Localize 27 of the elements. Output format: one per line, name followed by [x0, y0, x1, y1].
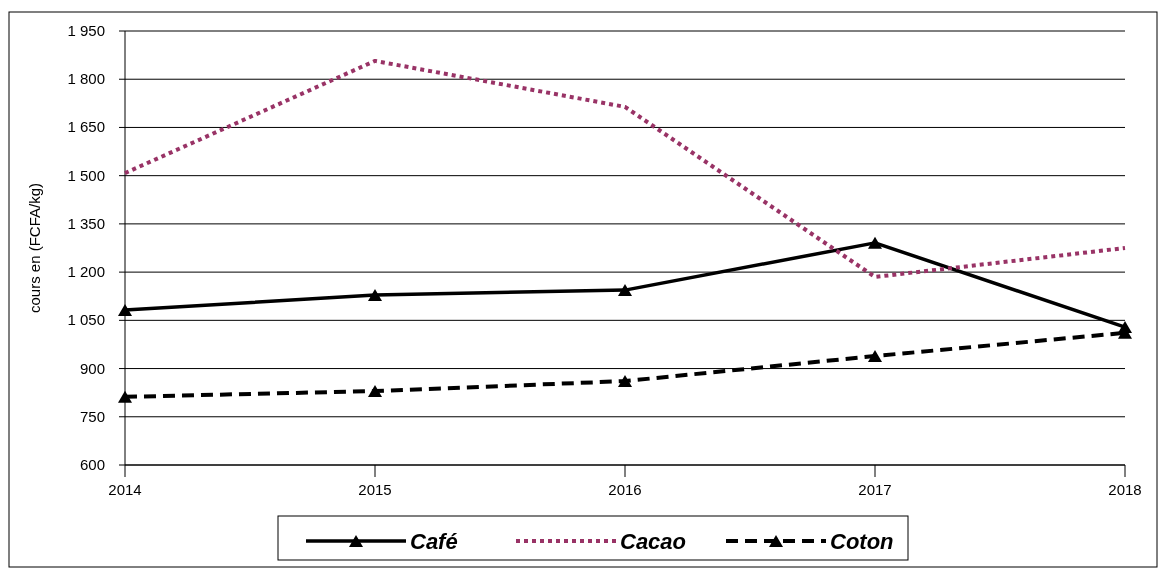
point [118, 390, 132, 403]
y-tick-label: 900 [79, 359, 105, 377]
y-tick-label: 600 [79, 456, 105, 473]
y-tick-label: 1 200 [67, 263, 105, 281]
point [868, 350, 882, 363]
point [118, 304, 132, 317]
y-tick-label: 1 800 [67, 70, 105, 88]
y-tick-label: 750 [79, 407, 105, 425]
legend-label: Coton [830, 529, 894, 554]
point [618, 284, 632, 297]
legend-label: Café [410, 529, 458, 554]
y-tick-label: 1 500 [67, 166, 105, 184]
x-tick-label: 2017 [858, 481, 892, 498]
x-tick-label: 2014 [108, 481, 142, 498]
y-tick-label: 1 650 [67, 118, 105, 136]
x-tick-label: 2015 [358, 481, 392, 498]
legend-label: Cacao [620, 529, 687, 554]
y-axis-title: cours en (FCFA/kg) [26, 182, 43, 314]
point [368, 288, 382, 301]
y-tick-label: 1 950 [67, 22, 105, 39]
point [618, 375, 632, 388]
point [368, 385, 382, 398]
point [868, 236, 882, 249]
x-tick-label: 2016 [608, 481, 642, 498]
y-tick-label: 1 050 [67, 311, 105, 329]
x-tick-label: 2018 [1108, 481, 1142, 498]
y-tick-label: 1 350 [67, 214, 105, 232]
